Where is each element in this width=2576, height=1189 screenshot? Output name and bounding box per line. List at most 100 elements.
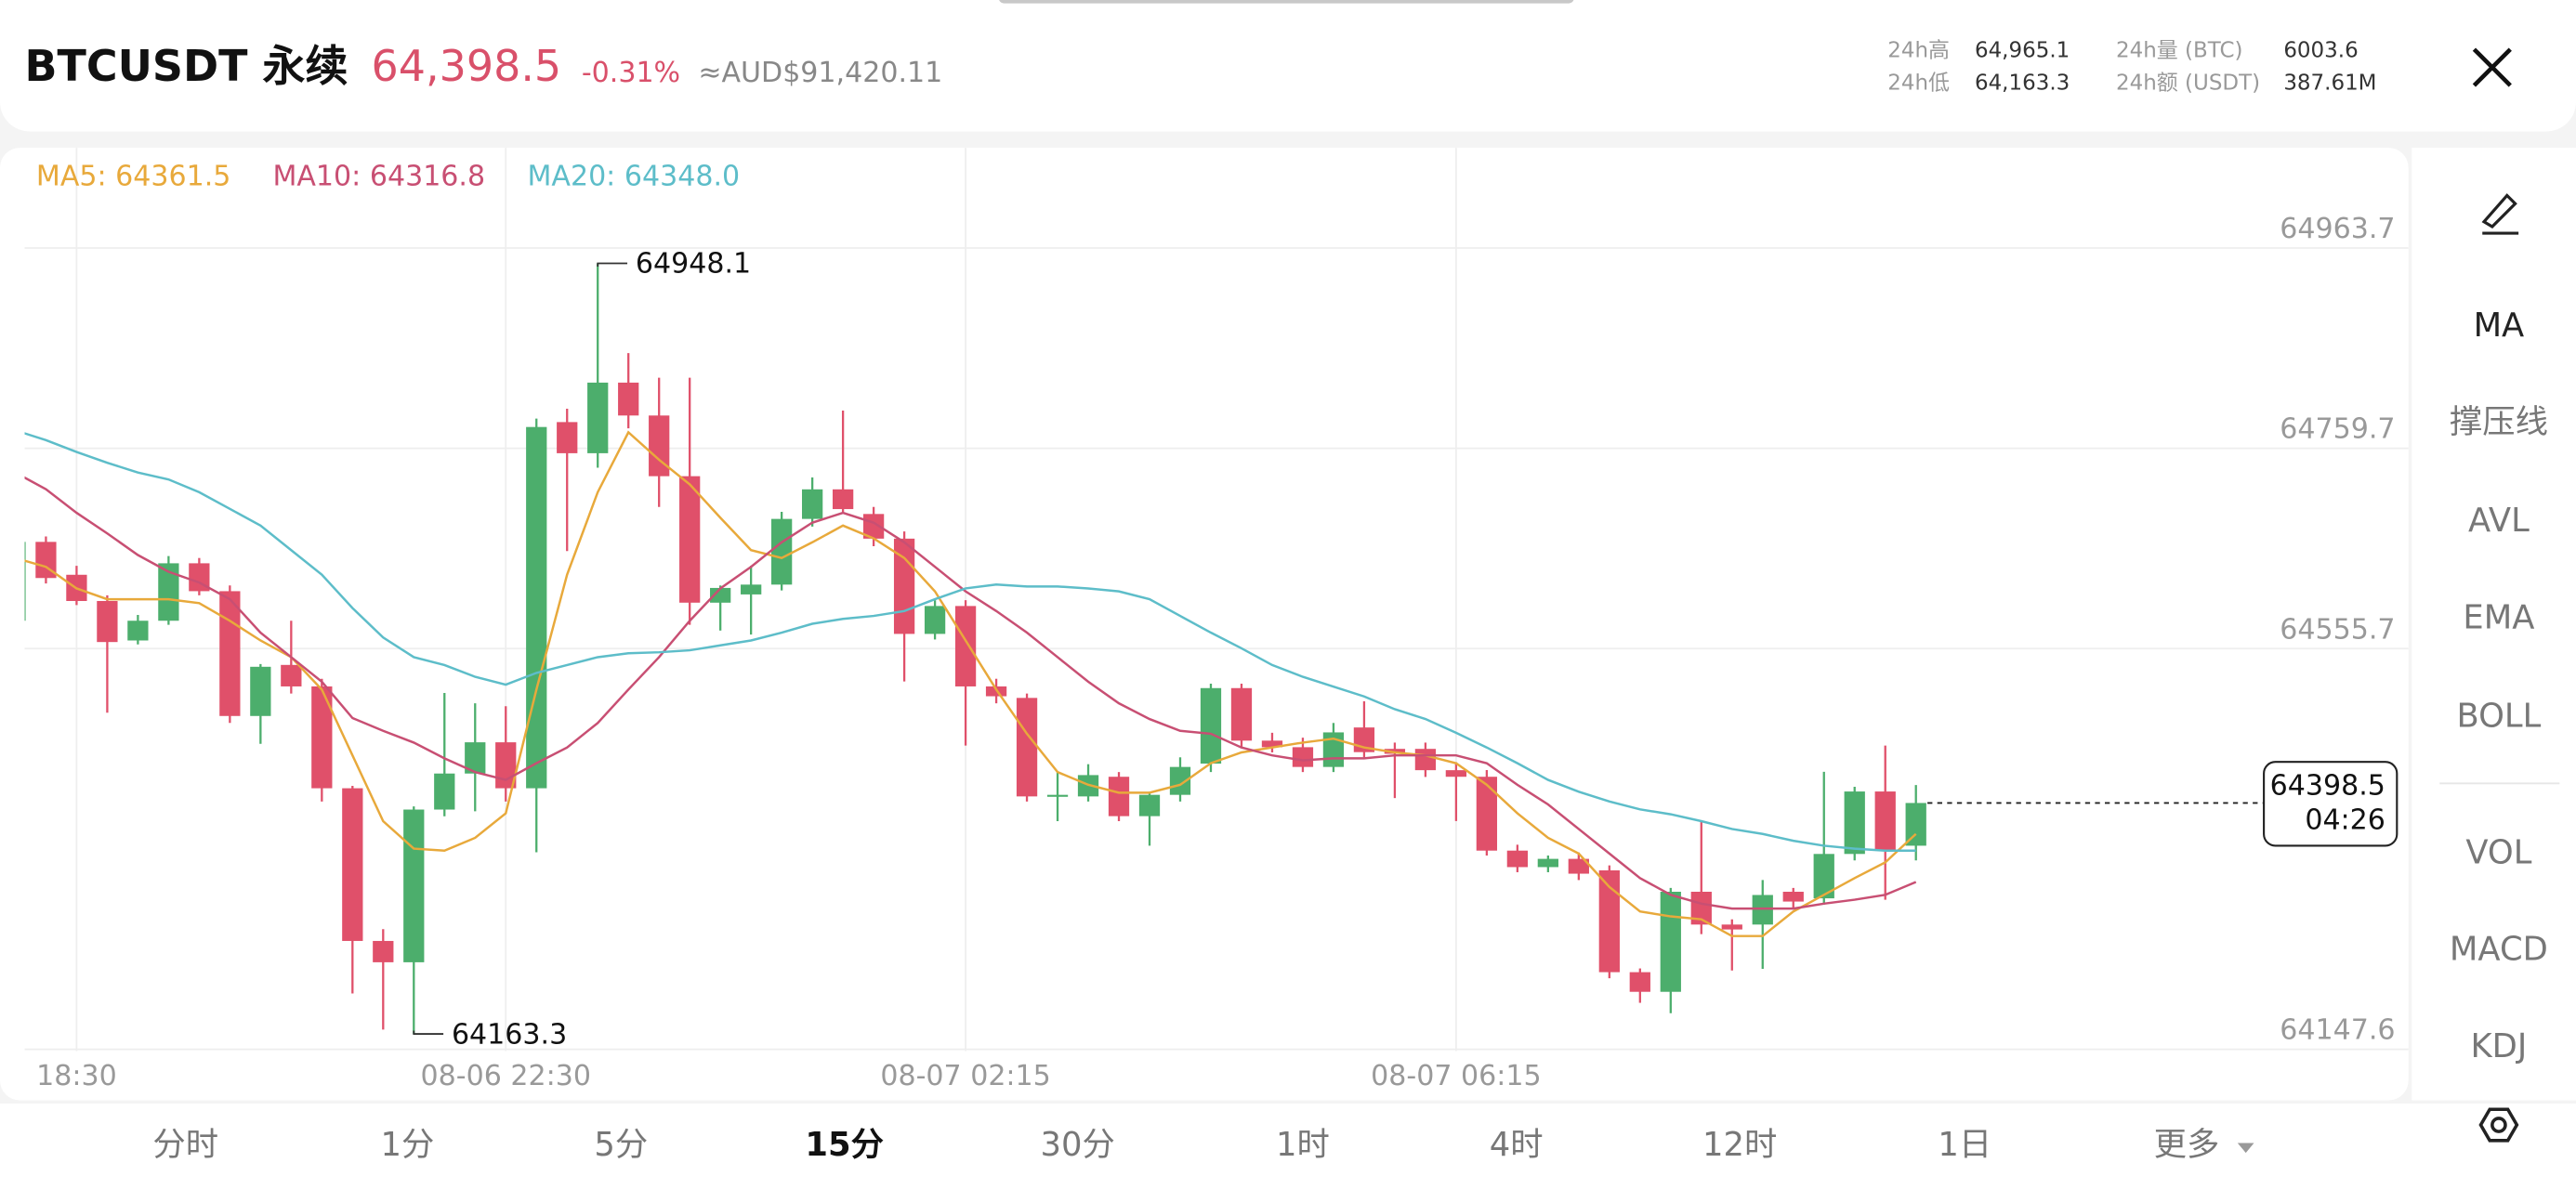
indicator-option[interactable]: KDJ — [2470, 1027, 2527, 1065]
y-tick-label: 64963.7 — [2280, 213, 2395, 245]
converted-price: ≈AUD$91,420.11 — [698, 57, 942, 89]
candle-body — [1660, 892, 1681, 992]
candle-body — [1568, 858, 1589, 874]
candle-body — [219, 591, 241, 716]
legend-entry: MA5: 64361.5 — [36, 160, 231, 192]
candle-body — [1138, 794, 1161, 817]
candle-body — [526, 426, 547, 789]
candle-body — [1046, 794, 1069, 797]
timeframe-tab[interactable]: 4时 — [1490, 1126, 1544, 1164]
candle-body — [1537, 858, 1558, 868]
timeframe-tab[interactable]: 分时 — [152, 1126, 218, 1164]
candle-body — [465, 742, 486, 774]
last-price-box — [2263, 761, 2399, 847]
indicator-option[interactable]: VOL — [2465, 833, 2531, 871]
ma-line — [24, 430, 1917, 937]
candle-body — [710, 587, 731, 603]
ma-line — [24, 476, 1917, 910]
last-price: 64,398.5 — [372, 41, 562, 91]
y-tick-label: 64555.7 — [2280, 613, 2395, 646]
stat-label: 24h额 (USDT) — [2116, 72, 2260, 96]
x-tick-label: 08-07 02:15 — [880, 1060, 1050, 1092]
candle-body — [1016, 698, 1038, 797]
candle-body — [1445, 770, 1467, 777]
timeframe-tab[interactable]: 1分 — [381, 1126, 435, 1164]
candle-body — [771, 518, 793, 585]
stat-label: 24h高 — [1887, 38, 1950, 62]
candle-body — [649, 415, 670, 477]
high-leader — [597, 262, 628, 267]
timeframe-tab[interactable]: 30分 — [1041, 1126, 1115, 1164]
candle-body — [1414, 749, 1437, 771]
candle-body — [1200, 687, 1222, 764]
draw-tool-icon[interactable] — [2481, 193, 2519, 235]
symbol: BTCUSDT 永续 — [25, 41, 348, 91]
indicator-option[interactable]: MA — [2474, 307, 2525, 345]
x-tick-label: 08-06 22:30 — [421, 1060, 591, 1092]
candle-body — [403, 809, 425, 962]
legend-entry: MA20: 64348.0 — [527, 160, 740, 192]
candle-body — [741, 584, 762, 594]
candle-body — [1782, 892, 1804, 902]
close-button[interactable] — [2472, 47, 2512, 87]
price-change: -0.31% — [582, 57, 680, 89]
header-card — [0, 0, 2576, 132]
timeframe-tab[interactable]: 1时 — [1276, 1126, 1330, 1164]
countdown-label: 04:26 — [2305, 804, 2385, 836]
candle-body — [250, 666, 271, 716]
indicator-option[interactable]: AVL — [2468, 502, 2530, 540]
y-tick-label: 64759.7 — [2280, 413, 2395, 446]
candle-body — [587, 382, 609, 453]
settings-icon[interactable] — [2478, 1107, 2519, 1143]
indicator-option[interactable]: BOLL — [2456, 698, 2541, 736]
candle-body — [1813, 854, 1834, 899]
x-tick-label: 18:30 — [36, 1060, 117, 1092]
candle-body — [557, 422, 578, 453]
candle-body — [1292, 747, 1314, 767]
y-tick-label: 64147.6 — [2280, 1014, 2395, 1047]
candle-body — [127, 621, 149, 641]
candle-body — [1690, 892, 1712, 925]
candle-body — [1506, 850, 1529, 868]
candle-body — [24, 542, 26, 621]
x-tick-label: 08-07 06:15 — [1371, 1060, 1541, 1092]
candle-body — [1844, 791, 1865, 855]
candle-body — [1629, 972, 1650, 992]
candle-body — [801, 489, 823, 519]
candle-body — [1598, 869, 1620, 973]
timeframe-bar — [0, 1104, 2576, 1189]
stat-value: 387.61M — [2283, 72, 2376, 96]
timeframe-tab[interactable]: 15分 — [805, 1126, 884, 1164]
candle-body — [434, 773, 455, 810]
legend-entry: MA10: 64316.8 — [272, 160, 485, 192]
timeframe-tab[interactable]: 5分 — [594, 1126, 648, 1164]
timeframe-tab[interactable]: 更多 — [2154, 1126, 2220, 1164]
indicator-sidebar — [2412, 148, 2576, 1101]
timeframe-tab[interactable]: 12时 — [1702, 1126, 1777, 1164]
candle-body — [35, 542, 57, 579]
candle-body — [158, 563, 179, 621]
more-caret — [2237, 1143, 2254, 1154]
low-leader — [413, 1030, 444, 1035]
stat-value: 6003.6 — [2283, 38, 2358, 62]
candle-body — [97, 600, 118, 643]
timeframe-tab[interactable]: 1日 — [1938, 1126, 1991, 1164]
candle-body — [832, 489, 854, 510]
candle-body — [373, 940, 394, 962]
candle-body — [1476, 777, 1498, 851]
stat-value: 64,965.1 — [1975, 38, 2070, 62]
candle-body — [1905, 803, 1926, 846]
drag-handle — [999, 0, 1574, 4]
candle-body — [954, 606, 977, 686]
candle-body — [342, 788, 363, 941]
chart-panel — [0, 148, 2409, 1101]
indicator-option[interactable]: EMA — [2463, 599, 2534, 637]
candle-body — [924, 606, 946, 634]
stat-label: 24h量 (BTC) — [2116, 38, 2242, 62]
indicator-option[interactable]: MACD — [2450, 931, 2548, 969]
candle-body — [1752, 895, 1773, 925]
indicator-option[interactable]: 撑压线 — [2450, 403, 2548, 441]
